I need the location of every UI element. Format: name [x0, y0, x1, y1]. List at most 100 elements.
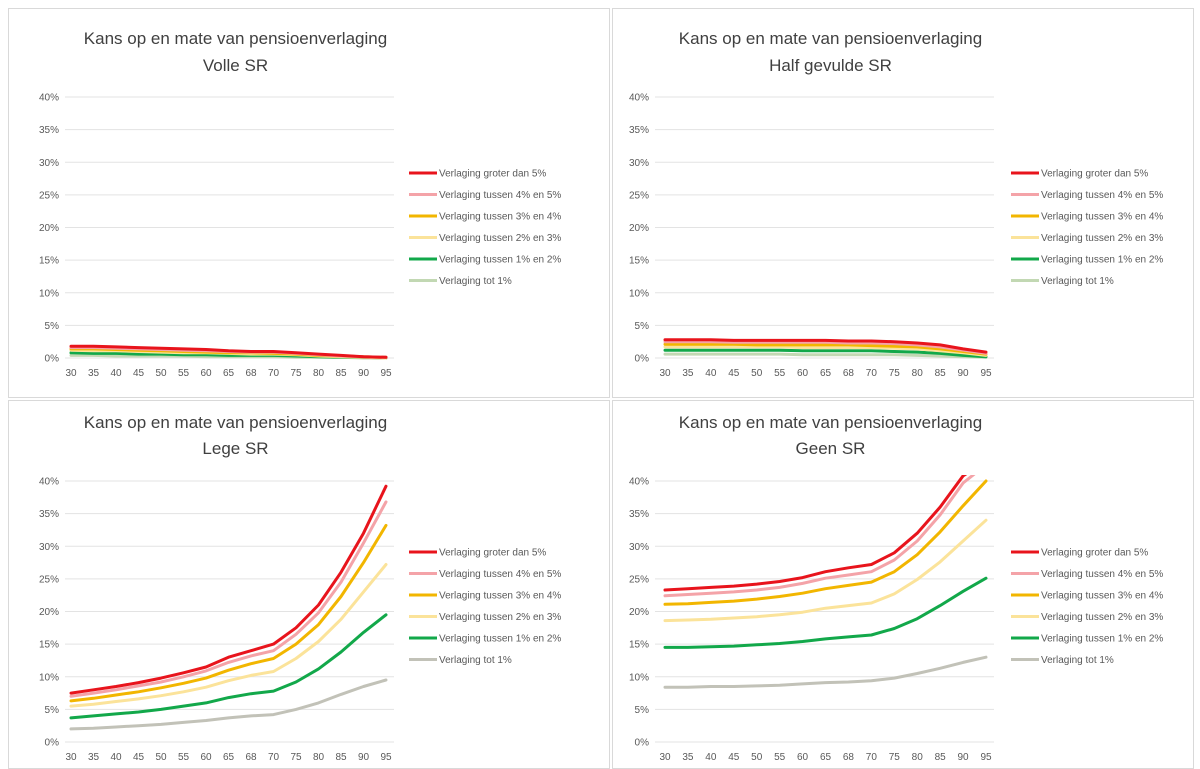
x-tick-label: 65: [820, 752, 832, 763]
x-tick-label: 60: [797, 752, 809, 763]
series-line-4: [663, 518, 988, 623]
legend-label: Verlaging tussen 4% en 5%: [1041, 569, 1163, 580]
series-line-6: [663, 352, 988, 359]
y-tick-label: 40%: [39, 93, 59, 104]
y-tick-label: 25%: [629, 190, 649, 201]
series-line-4: [663, 345, 988, 357]
legend-label: Verlaging tot 1%: [439, 276, 512, 287]
y-tick-label: 30%: [629, 542, 649, 553]
legend-label: Verlaging tussen 1% en 2%: [439, 634, 561, 645]
series-line-3: [69, 523, 388, 703]
x-tick-label: 35: [682, 752, 694, 763]
x-tick-label: 60: [200, 368, 212, 379]
y-tick-label: 0%: [45, 354, 60, 365]
line-chart: Kans op en mate van pensioenverlaging Leg…: [39, 413, 561, 763]
y-tick-label: 40%: [629, 477, 649, 488]
series-line-5: [69, 613, 388, 720]
y-tick-label: 35%: [39, 509, 59, 520]
x-tick-label: 35: [88, 368, 100, 379]
x-tick-label: 90: [358, 752, 370, 763]
y-tick-label: 10%: [39, 672, 59, 683]
y-tick-label: 25%: [39, 190, 59, 201]
chart-panel-lege-sr: Kans op en mate van pensioenverlaging Leg…: [8, 400, 610, 769]
series-line-3: [663, 479, 988, 606]
y-tick-label: 35%: [39, 125, 59, 136]
y-tick-label: 30%: [39, 542, 59, 553]
x-tick-label: 50: [751, 368, 763, 379]
x-tick-label: 30: [659, 368, 671, 379]
series-line-2: [663, 475, 976, 598]
chart-subtitle: Volle SR: [203, 56, 268, 75]
x-tick-label: 50: [751, 752, 763, 763]
legend-label: Verlaging tot 1%: [1041, 276, 1114, 287]
chart-title: Kans op en mate van pensioenverlaging: [679, 29, 982, 48]
legend-label: Verlaging tussen 1% en 2%: [1041, 255, 1163, 266]
x-tick-label: 30: [65, 752, 77, 763]
x-tick-label: 30: [659, 752, 671, 763]
x-tick-label: 85: [335, 752, 347, 763]
x-tick-label: 65: [223, 368, 235, 379]
chart-subtitle: Half gevulde SR: [769, 56, 892, 75]
x-tick-label: 40: [705, 368, 717, 379]
legend-label: Verlaging tussen 2% en 3%: [439, 233, 561, 244]
y-tick-label: 10%: [39, 288, 59, 299]
x-tick-label: 80: [313, 752, 325, 763]
legend-label: Verlaging tussen 3% en 4%: [1041, 591, 1163, 602]
series-line-1: [69, 344, 388, 359]
x-tick-label: 45: [133, 368, 145, 379]
series-line-6: [663, 655, 988, 689]
series-line-3: [663, 342, 988, 356]
series-line-5: [663, 348, 988, 359]
y-tick-label: 20%: [39, 607, 59, 618]
y-tick-label: 15%: [629, 256, 649, 267]
y-tick-label: 0%: [635, 354, 650, 365]
y-tick-label: 40%: [39, 477, 59, 488]
x-tick-label: 60: [200, 752, 212, 763]
chart-title: Kans op en mate van pensioenverlaging: [84, 413, 387, 432]
y-tick-label: 35%: [629, 509, 649, 520]
legend-label: Verlaging tussen 3% en 4%: [439, 212, 561, 223]
x-tick-label: 95: [980, 368, 992, 379]
x-tick-label: 68: [843, 368, 855, 379]
x-tick-label: 45: [728, 752, 740, 763]
x-tick-label: 75: [290, 368, 302, 379]
y-tick-label: 40%: [629, 93, 649, 104]
y-tick-label: 20%: [629, 607, 649, 618]
x-tick-label: 45: [133, 752, 145, 763]
legend-label: Verlaging groter dan 5%: [1041, 169, 1148, 180]
x-tick-label: 95: [380, 368, 392, 379]
x-tick-label: 55: [774, 752, 786, 763]
x-tick-label: 95: [980, 752, 992, 763]
legend-label: Verlaging tussen 4% en 5%: [439, 569, 561, 580]
chart-subtitle: Lege SR: [202, 439, 268, 458]
legend-label: Verlaging groter dan 5%: [439, 169, 546, 180]
x-tick-label: 95: [380, 752, 392, 763]
x-tick-label: 60: [797, 368, 809, 379]
x-tick-label: 68: [843, 752, 855, 763]
y-tick-label: 10%: [629, 672, 649, 683]
x-tick-label: 35: [682, 368, 694, 379]
x-tick-label: 85: [935, 752, 947, 763]
x-tick-label: 75: [889, 368, 901, 379]
y-tick-label: 0%: [45, 738, 60, 749]
x-tick-label: 85: [335, 368, 347, 379]
series-line-6: [69, 678, 388, 731]
series-line-2: [69, 500, 388, 698]
chart-panel-volle-sr: Kans op en mate van pensioenverlaging Vol…: [8, 8, 610, 398]
x-tick-label: 40: [110, 752, 122, 763]
y-tick-label: 25%: [629, 574, 649, 585]
x-tick-label: 30: [65, 368, 77, 379]
y-tick-label: 5%: [635, 321, 650, 332]
y-tick-label: 0%: [635, 738, 650, 749]
x-tick-label: 50: [155, 752, 167, 763]
x-tick-label: 70: [268, 752, 280, 763]
y-tick-label: 5%: [45, 321, 60, 332]
x-tick-label: 70: [866, 368, 878, 379]
y-tick-label: 20%: [39, 223, 59, 234]
y-tick-label: 15%: [39, 640, 59, 651]
x-tick-label: 85: [935, 368, 947, 379]
legend-label: Verlaging tussen 1% en 2%: [439, 255, 561, 266]
x-tick-label: 90: [958, 368, 970, 379]
x-tick-label: 50: [155, 368, 167, 379]
x-tick-label: 40: [110, 368, 122, 379]
